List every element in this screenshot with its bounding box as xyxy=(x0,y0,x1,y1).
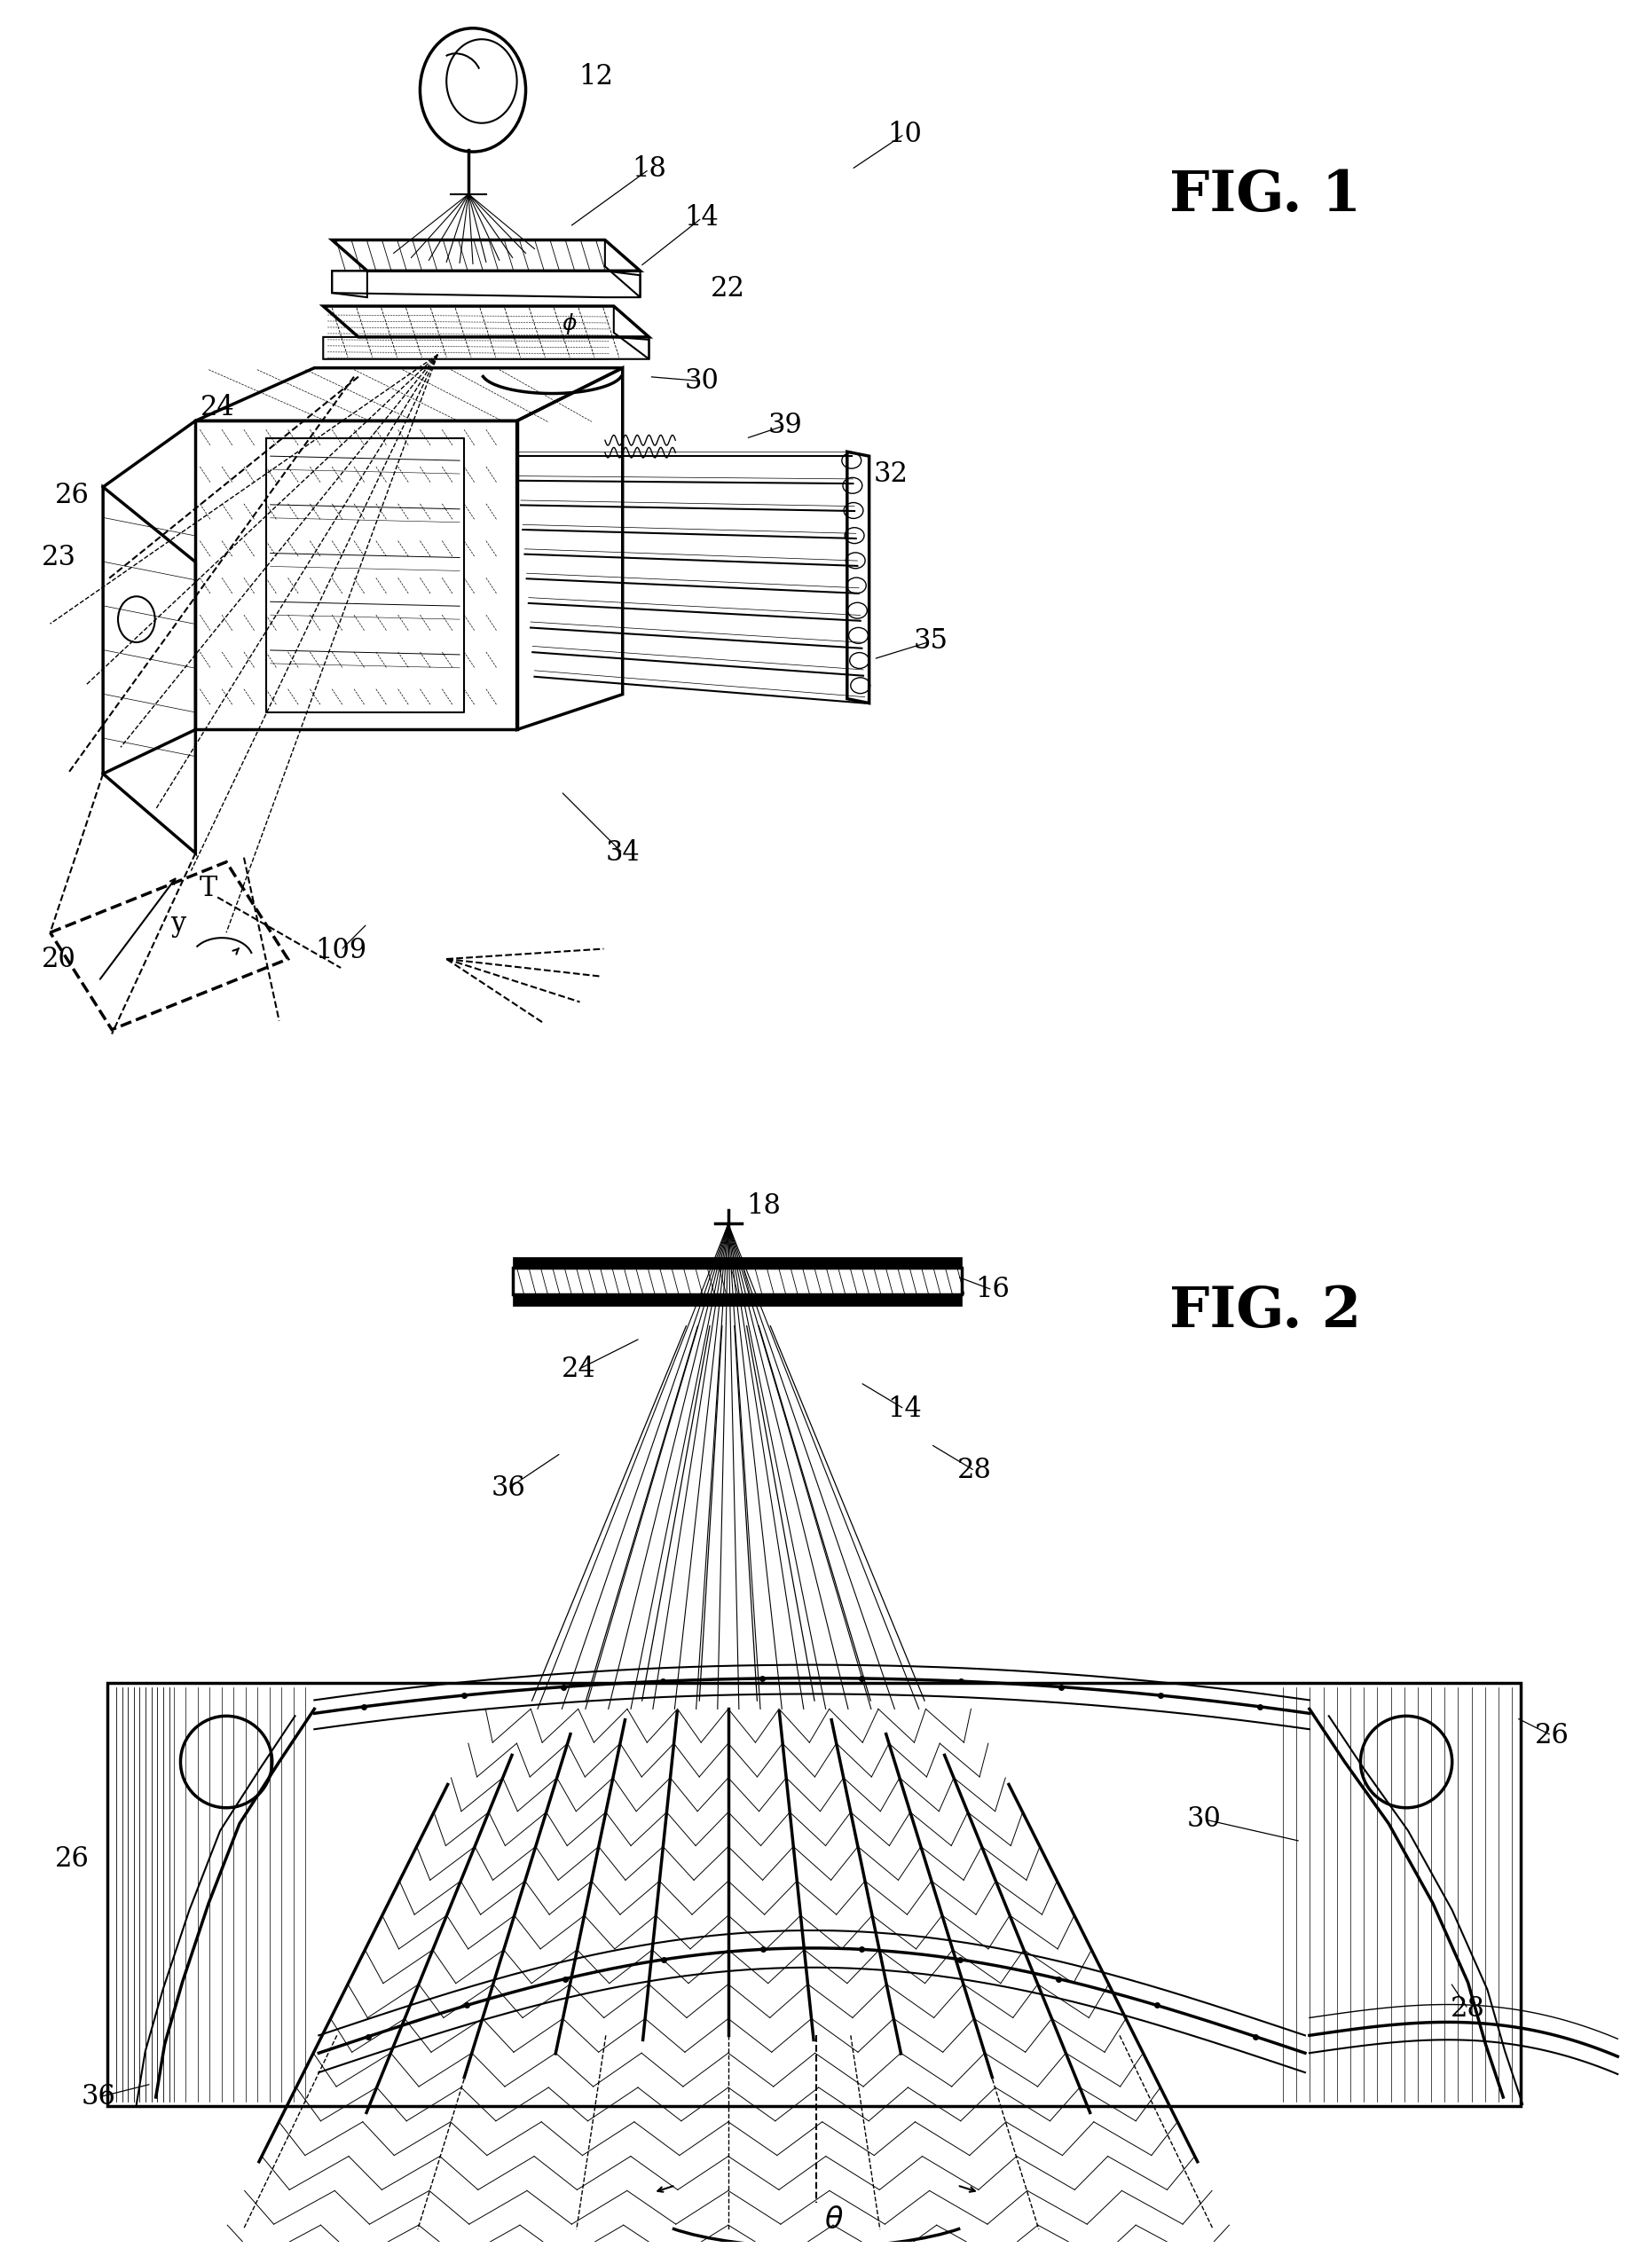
Text: $\theta$: $\theta$ xyxy=(824,2208,844,2235)
Text: FIG. 1: FIG. 1 xyxy=(1170,169,1361,223)
Text: 26: 26 xyxy=(55,1846,89,1873)
Text: 32: 32 xyxy=(874,461,909,488)
Text: $\phi$: $\phi$ xyxy=(562,312,578,337)
Text: 109: 109 xyxy=(316,937,367,964)
Text: 24: 24 xyxy=(562,1356,596,1383)
Text: 16: 16 xyxy=(975,1277,1009,1304)
Text: 28: 28 xyxy=(958,1457,993,1484)
Bar xyxy=(512,1295,961,1306)
Text: 22: 22 xyxy=(710,274,745,301)
Text: 36: 36 xyxy=(491,1475,525,1502)
Bar xyxy=(512,1268,961,1295)
Text: 18: 18 xyxy=(631,155,666,182)
Text: 36: 36 xyxy=(81,2084,116,2111)
Text: y: y xyxy=(170,910,185,937)
Text: 20: 20 xyxy=(41,944,76,973)
Text: 34: 34 xyxy=(605,839,639,868)
Text: 10: 10 xyxy=(887,121,922,148)
Text: 28: 28 xyxy=(1450,1996,1485,2023)
Text: T: T xyxy=(200,874,218,901)
Bar xyxy=(107,1682,1521,2106)
Text: 30: 30 xyxy=(684,366,719,396)
Text: 39: 39 xyxy=(768,411,803,438)
Text: 24: 24 xyxy=(200,393,235,420)
Text: 14: 14 xyxy=(887,1396,922,1423)
Text: 26: 26 xyxy=(1535,1722,1569,1749)
Bar xyxy=(512,1257,961,1268)
Text: 30: 30 xyxy=(1186,1805,1221,1832)
Text: 18: 18 xyxy=(747,1191,781,1221)
Text: 14: 14 xyxy=(684,205,719,232)
Text: 12: 12 xyxy=(578,63,613,90)
Text: 23: 23 xyxy=(41,544,76,571)
Text: 35: 35 xyxy=(914,627,948,654)
Text: FIG. 2: FIG. 2 xyxy=(1170,1286,1361,1340)
Text: 26: 26 xyxy=(55,481,89,510)
